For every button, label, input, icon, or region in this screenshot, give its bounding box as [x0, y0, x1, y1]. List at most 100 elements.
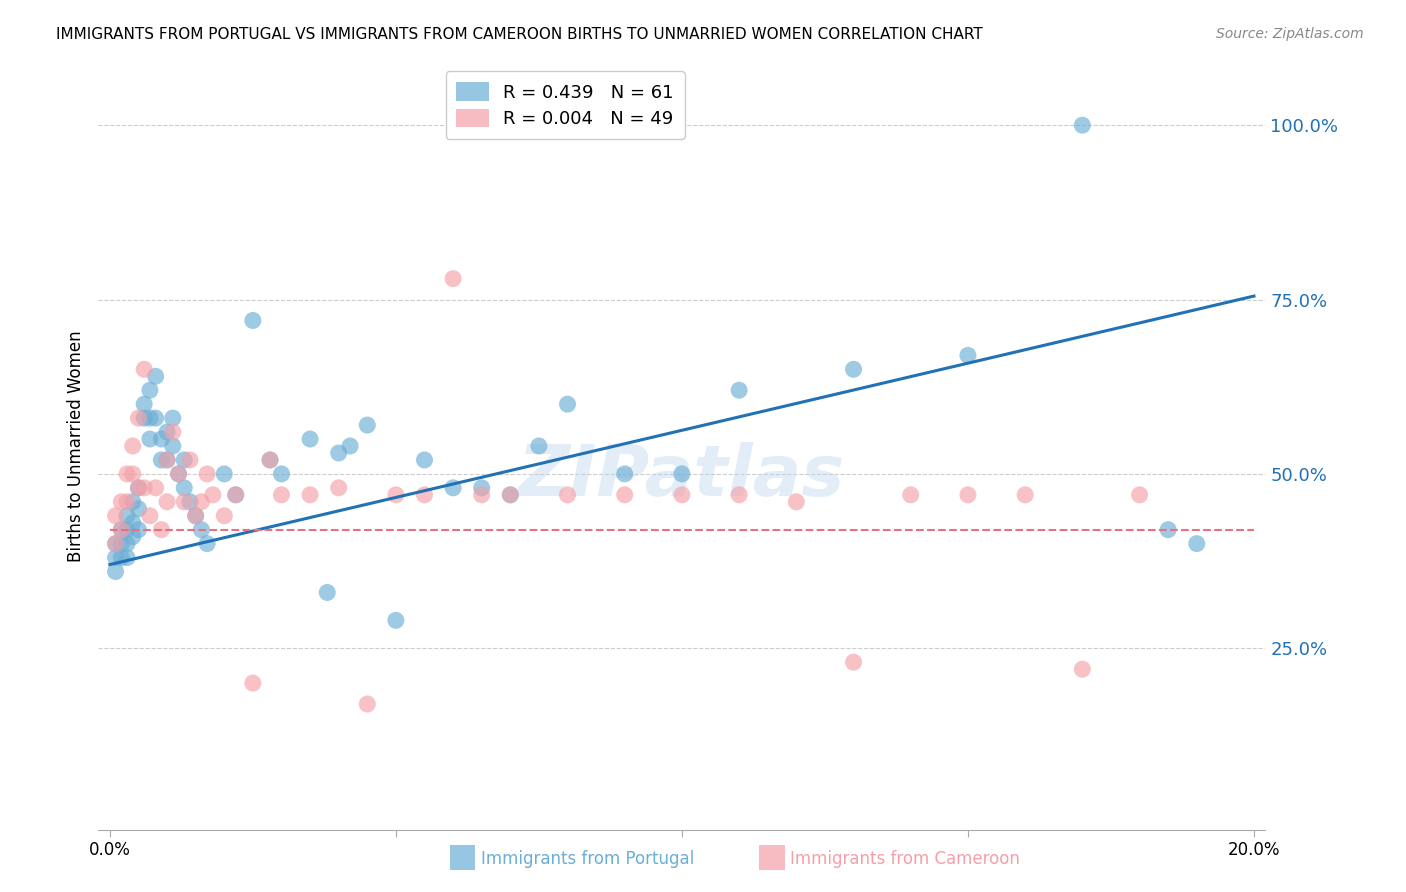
- Point: [385, 613, 408, 627]
- Point: [150, 432, 173, 446]
- Point: [728, 488, 751, 502]
- Point: [225, 488, 247, 502]
- Text: Immigrants from Cameroon: Immigrants from Cameroon: [790, 850, 1019, 868]
- Text: Immigrants from Portugal: Immigrants from Portugal: [481, 850, 695, 868]
- Text: Source: ZipAtlas.com: Source: ZipAtlas.com: [1216, 27, 1364, 41]
- Point: [184, 508, 207, 523]
- Point: [785, 495, 807, 509]
- Point: [121, 516, 143, 530]
- Point: [557, 397, 579, 411]
- Point: [328, 446, 350, 460]
- Point: [1014, 488, 1036, 502]
- Point: [259, 453, 281, 467]
- Point: [316, 585, 339, 599]
- Point: [134, 481, 156, 495]
- Point: [413, 453, 436, 467]
- Point: [173, 481, 195, 495]
- Point: [671, 467, 693, 481]
- Point: [299, 432, 322, 446]
- Text: ZIPatlas: ZIPatlas: [519, 442, 845, 511]
- Point: [195, 467, 218, 481]
- Point: [173, 453, 195, 467]
- Y-axis label: Births to Unmarried Women: Births to Unmarried Women: [66, 330, 84, 562]
- Point: [115, 495, 138, 509]
- Point: [167, 467, 190, 481]
- Point: [441, 271, 464, 285]
- Point: [104, 565, 127, 579]
- Point: [127, 523, 149, 537]
- Point: [115, 536, 138, 550]
- Point: [110, 495, 132, 509]
- Point: [110, 550, 132, 565]
- Point: [1071, 118, 1094, 132]
- Point: [121, 530, 143, 544]
- Point: [214, 508, 236, 523]
- Point: [179, 495, 201, 509]
- Point: [270, 488, 292, 502]
- Point: [557, 488, 579, 502]
- Point: [104, 536, 127, 550]
- Point: [613, 488, 636, 502]
- Point: [956, 348, 979, 362]
- Point: [1071, 662, 1094, 676]
- Point: [471, 488, 494, 502]
- Point: [110, 523, 132, 537]
- Point: [110, 523, 132, 537]
- Point: [527, 439, 550, 453]
- Point: [162, 425, 184, 439]
- Point: [671, 488, 693, 502]
- Point: [127, 481, 149, 495]
- Point: [121, 439, 143, 453]
- Point: [145, 411, 167, 425]
- Point: [150, 453, 173, 467]
- Point: [145, 369, 167, 384]
- Point: [499, 488, 522, 502]
- Point: [127, 411, 149, 425]
- Point: [842, 655, 865, 669]
- Point: [127, 501, 149, 516]
- Point: [156, 453, 179, 467]
- Point: [110, 536, 132, 550]
- Text: IMMIGRANTS FROM PORTUGAL VS IMMIGRANTS FROM CAMEROON BIRTHS TO UNMARRIED WOMEN C: IMMIGRANTS FROM PORTUGAL VS IMMIGRANTS F…: [56, 27, 983, 42]
- Legend: R = 0.439   N = 61, R = 0.004   N = 49: R = 0.439 N = 61, R = 0.004 N = 49: [446, 71, 685, 139]
- Point: [385, 488, 408, 502]
- Point: [134, 362, 156, 376]
- Point: [225, 488, 247, 502]
- Point: [201, 488, 224, 502]
- Point: [242, 313, 264, 327]
- Point: [214, 467, 236, 481]
- Point: [115, 550, 138, 565]
- Point: [184, 508, 207, 523]
- Point: [173, 495, 195, 509]
- Point: [139, 411, 162, 425]
- Point: [139, 432, 162, 446]
- Point: [471, 481, 494, 495]
- Point: [1185, 536, 1208, 550]
- Point: [195, 536, 218, 550]
- Point: [356, 418, 378, 433]
- Point: [127, 481, 149, 495]
- Point: [139, 508, 162, 523]
- Point: [1157, 523, 1180, 537]
- Point: [104, 536, 127, 550]
- Point: [259, 453, 281, 467]
- Point: [115, 508, 138, 523]
- Point: [728, 383, 751, 397]
- Point: [162, 411, 184, 425]
- Point: [156, 495, 179, 509]
- Point: [328, 481, 350, 495]
- Point: [139, 383, 162, 397]
- Point: [167, 467, 190, 481]
- Point: [179, 453, 201, 467]
- Point: [613, 467, 636, 481]
- Point: [413, 488, 436, 502]
- Point: [956, 488, 979, 502]
- Point: [121, 467, 143, 481]
- Point: [134, 397, 156, 411]
- Point: [134, 411, 156, 425]
- Point: [190, 495, 212, 509]
- Point: [156, 425, 179, 439]
- Point: [299, 488, 322, 502]
- Point: [104, 550, 127, 565]
- Point: [499, 488, 522, 502]
